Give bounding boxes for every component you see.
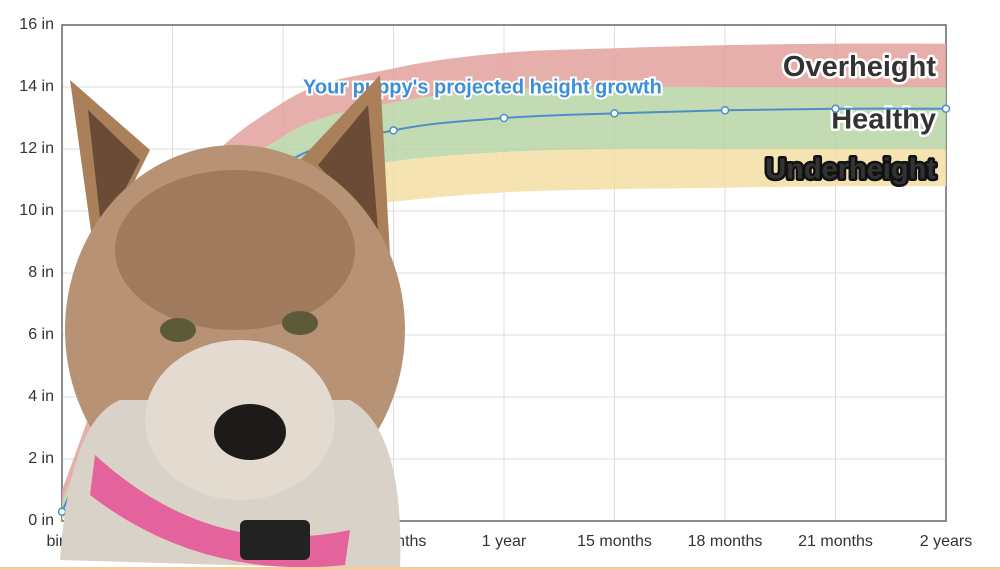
forehead <box>115 170 355 330</box>
left-ear-inner <box>88 110 140 235</box>
nose <box>214 404 286 460</box>
bottom-border <box>0 567 1000 570</box>
puppy-photo <box>60 75 405 570</box>
y-tick-label: 8 in <box>28 264 54 281</box>
data-point <box>389 126 398 135</box>
band-label: Healthy <box>831 104 936 136</box>
x-tick-label: 21 months <box>798 533 873 550</box>
collar-buckle <box>240 520 310 560</box>
band-area <box>62 86 946 515</box>
data-point <box>720 106 730 115</box>
y-tick-label: 0 in <box>28 512 54 529</box>
plot-border <box>61 24 947 522</box>
y-tick-label: 10 in <box>19 202 54 219</box>
band-label: Underheight <box>765 153 936 185</box>
data-point <box>57 507 67 516</box>
band-area <box>62 148 946 521</box>
x-tick-label: 15 months <box>577 533 652 550</box>
right-eye <box>282 311 318 335</box>
data-point <box>610 109 619 118</box>
x-tick-label: 18 months <box>688 533 763 550</box>
data-point <box>499 113 509 123</box>
y-tick-label: 4 in <box>28 388 54 405</box>
y-tick-label: 12 in <box>19 140 54 157</box>
right-ear-inner <box>318 105 378 230</box>
left-eye <box>160 318 196 342</box>
y-tick-label: 14 in <box>19 78 54 95</box>
x-tick-label: 2 years <box>920 533 972 550</box>
y-tick-label: 16 in <box>19 16 54 33</box>
y-tick-label: 6 in <box>28 326 54 343</box>
band-label: Overheight <box>783 51 936 83</box>
series-label: Your puppy's projected height growth <box>303 76 662 98</box>
data-point <box>941 104 951 113</box>
x-tick-label: 1 year <box>482 533 527 550</box>
y-tick-label: 2 in <box>28 450 54 467</box>
data-point <box>831 104 840 113</box>
